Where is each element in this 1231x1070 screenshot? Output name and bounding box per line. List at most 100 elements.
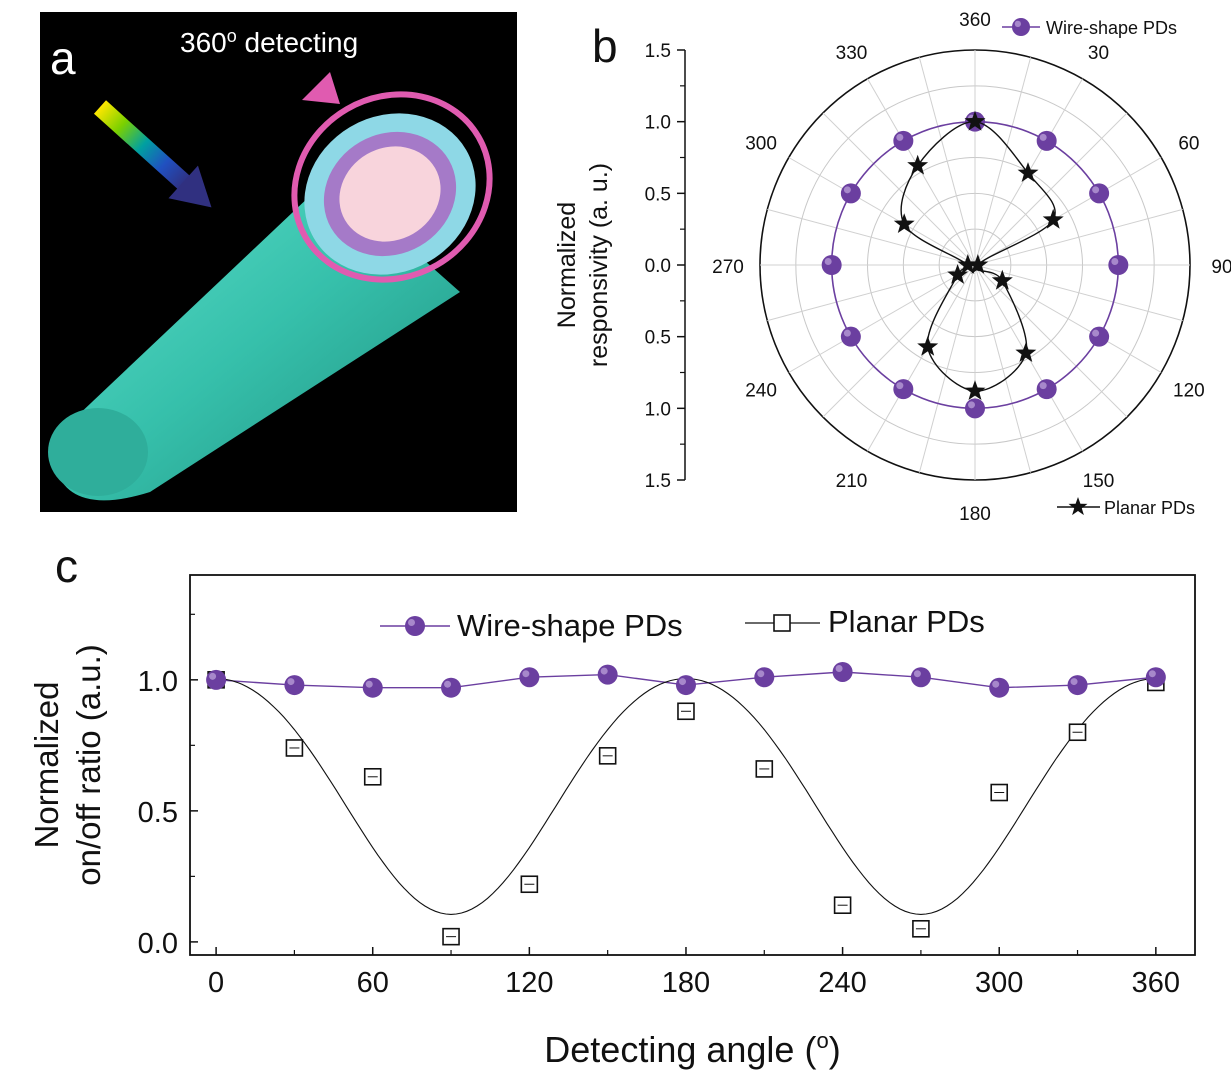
radial-tick-label: 0.0	[645, 256, 671, 277]
x-tick-label: 180	[662, 967, 710, 999]
wire-shape-point-highlight	[843, 329, 851, 337]
legend-marker-wire-highlight	[408, 619, 415, 626]
fiber-cross-section	[304, 113, 476, 275]
wire-shape-point-highlight	[1148, 670, 1156, 678]
legend-marker-planar	[1068, 497, 1088, 516]
wire-shape-point-highlight	[287, 678, 295, 686]
detecting-ring	[291, 91, 493, 283]
wire-shape-point	[840, 183, 861, 204]
wire-shape-point-highlight	[522, 670, 530, 678]
polar-grid-spoke	[974, 57, 1032, 266]
x-tick-label: 360	[1132, 967, 1180, 999]
wire-shape-point	[832, 661, 853, 682]
wire-shape-point	[362, 677, 383, 698]
x-tick-label: 120	[505, 967, 553, 999]
polar-angle-label: 60	[1178, 134, 1199, 155]
wire-shape-point-highlight	[1039, 382, 1047, 390]
wire-shape-point-highlight	[896, 133, 904, 141]
wire-shape-point	[754, 667, 775, 688]
y-tick-label: 0.5	[138, 797, 178, 829]
ring-arrowhead	[302, 72, 340, 104]
polar-legend-planar: Planar PDs	[1057, 497, 1195, 518]
plot-frame	[189, 574, 1196, 956]
wire-shape-point-highlight	[1039, 133, 1047, 141]
y-axis-label-line: on/off ratio (a.u.)	[70, 644, 107, 886]
wire-shape-point	[519, 667, 540, 688]
panel-c-letter: c	[55, 540, 78, 592]
fiber-end	[48, 408, 148, 496]
wire-shape-point	[965, 398, 985, 419]
panel-a-caption: 360o detecting	[180, 26, 358, 58]
planar-point	[947, 264, 969, 284]
polar-ylabel-line: Normalized	[553, 202, 581, 328]
wire-shape-point-highlight	[1070, 678, 1078, 686]
x-tick-label: 300	[975, 967, 1023, 999]
polar-grid-spoke	[767, 208, 976, 266]
polar-angle-label: 120	[1173, 381, 1205, 402]
panel-a-illustration: a 360o detecting	[40, 12, 517, 512]
wire-shape-point-highlight	[843, 186, 851, 194]
polar-angle-label: 300	[745, 134, 777, 155]
legend-marker-wire	[1012, 18, 1030, 36]
wire-shape-point-highlight	[678, 678, 686, 686]
panel-b-letter: b	[592, 20, 618, 72]
polar-legend-wire: Wire-shape PDs	[1002, 18, 1177, 38]
polar-angle-label: 90	[1211, 257, 1231, 278]
polar-grid-spoke	[788, 264, 976, 373]
polar-grid-spoke	[974, 112, 1128, 266]
radial-tick-label: 1.0	[645, 113, 671, 134]
wire-shape-point-highlight	[896, 382, 904, 390]
wire-shape-point	[821, 255, 842, 275]
x-axis-label-main: Detecting angle (	[544, 1029, 816, 1070]
wire-shape-point-highlight	[209, 672, 217, 680]
wire-shape-point	[206, 669, 227, 690]
wire-shape-point-highlight	[1092, 329, 1100, 337]
x-axis-label: Detecting angle (o)	[544, 1028, 840, 1070]
planar-point	[967, 254, 989, 274]
polar-angle-label: 210	[836, 471, 868, 492]
legend-label-planar: Planar PDs	[828, 604, 985, 639]
polar-angle-label: 270	[712, 257, 744, 278]
radial-tick-label: 0.5	[645, 328, 671, 349]
wire-shape-point	[893, 130, 914, 151]
x-axis-label-sup: o	[816, 1028, 828, 1053]
polar-angle-label: 30	[1088, 43, 1109, 64]
legend-label-wire: Wire-shape PDs	[457, 608, 683, 643]
wire-shape-point	[989, 677, 1010, 698]
wire-shape-point	[1089, 326, 1110, 347]
wire-shape-point	[893, 379, 914, 400]
line-chart: 0 60 120 180 240 300 360 0.0 0.5 1.0 Detecting ang…	[28, 574, 1196, 1070]
panel-a-letter: a	[50, 32, 76, 84]
polar-ylabel: Normalized responsivity (a. u.)	[553, 163, 613, 367]
radial-tick-label: 0.5	[645, 184, 671, 205]
polar-angle-label: 360	[959, 10, 991, 31]
legend-label-planar: Planar PDs	[1104, 498, 1195, 518]
x-axis-label-end: )	[829, 1029, 841, 1070]
legend-label-wire: Wire-shape PDs	[1046, 18, 1177, 38]
polar-grid-spoke	[867, 264, 976, 452]
line-legend: Wire-shape PDs Planar PDs	[380, 604, 985, 643]
wire-shape-point	[284, 675, 305, 696]
wire-shape-point-highlight	[1092, 186, 1100, 194]
wire-shape-point	[1067, 675, 1088, 696]
wire-shape-point	[1145, 667, 1166, 688]
polar-angle-label: 240	[745, 381, 777, 402]
polar-grid-spoke	[918, 264, 976, 473]
planar-point	[917, 335, 939, 356]
planar-point	[964, 110, 986, 131]
legend-marker-planar	[773, 614, 791, 632]
polar-ylabel-line: responsivity (a. u.)	[585, 163, 613, 367]
x-tick-label: 240	[818, 967, 866, 999]
wire-shape-point	[1089, 183, 1110, 204]
x-tick-label: 60	[357, 967, 389, 999]
radial-tick-label: 1.0	[645, 399, 671, 420]
fiber-illustration: a 360o detecting	[48, 26, 493, 501]
wire-shape-point-highlight	[444, 680, 452, 688]
wire-shape-point	[597, 664, 618, 685]
polar-angle-label: 330	[836, 43, 868, 64]
wire-shape-point	[1036, 379, 1057, 400]
polar-chart: 360 30 60 90 120 150 180 210 240 270 300 330 1.5 1.0 0…	[553, 10, 1231, 525]
wire-shape-point-highlight	[757, 670, 765, 678]
planar-point	[1015, 342, 1037, 362]
